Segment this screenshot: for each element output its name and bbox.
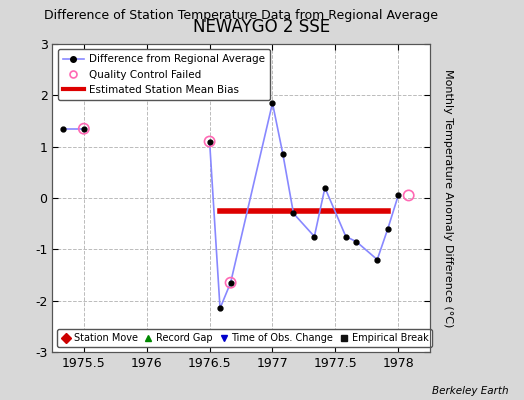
Text: NEWAYGO 2 SSE: NEWAYGO 2 SSE [193, 18, 331, 36]
Point [205, 138, 214, 145]
Point [80, 126, 88, 132]
Point [226, 280, 235, 286]
Point [405, 192, 413, 199]
Text: Berkeley Earth: Berkeley Earth [432, 386, 508, 396]
Title: Difference of Station Temperature Data from Regional Average: Difference of Station Temperature Data f… [44, 9, 438, 22]
Legend: Station Move, Record Gap, Time of Obs. Change, Empirical Break: Station Move, Record Gap, Time of Obs. C… [57, 329, 432, 347]
Y-axis label: Monthly Temperature Anomaly Difference (°C): Monthly Temperature Anomaly Difference (… [443, 69, 453, 327]
